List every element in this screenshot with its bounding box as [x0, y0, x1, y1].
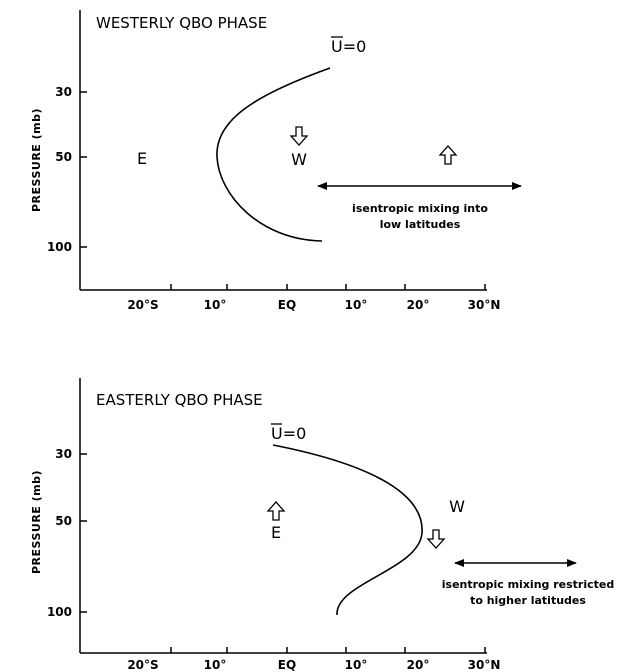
- region-label-west: W: [449, 497, 465, 516]
- x-tick-label: 30°N: [468, 298, 501, 312]
- curve-label: U=0: [271, 424, 306, 443]
- down-arrow-icon: [289, 126, 309, 146]
- y-tick-label: 100: [47, 605, 72, 619]
- y-tick-label: 30: [55, 85, 72, 99]
- y-tick-label: 50: [55, 514, 72, 528]
- x-tick-label: 20°: [407, 298, 430, 312]
- westerly-panel: 30 50 100 PRESSURE (mb) 20°S 10° EQ 10° …: [30, 10, 522, 312]
- x-tick-label: 20°S: [127, 298, 158, 312]
- y-tick-label: 50: [55, 150, 72, 164]
- y-axis-label: PRESSURE (mb): [30, 108, 43, 212]
- y-axis-label: PRESSURE (mb): [30, 470, 43, 574]
- mixing-note: isentropic mixing restricted: [442, 578, 614, 591]
- down-arrow-icon: [426, 529, 446, 549]
- x-tick-label: 20°: [407, 658, 430, 672]
- up-arrow-icon: [266, 501, 286, 521]
- x-tick-label: 10°: [345, 658, 368, 672]
- mixing-note: isentropic mixing into: [352, 202, 488, 215]
- curve-label: U=0: [331, 37, 366, 56]
- y-tick-label: 30: [55, 447, 72, 461]
- mixing-note: to higher latitudes: [470, 594, 586, 607]
- region-label-east: E: [271, 523, 281, 542]
- x-tick-label: 30°N: [468, 658, 501, 672]
- y-tick-label: 100: [47, 240, 72, 254]
- region-label-east: E: [137, 149, 147, 168]
- panel-title: EASTERLY QBO PHASE: [96, 391, 263, 409]
- x-tick-label: EQ: [278, 298, 296, 312]
- panel-title: WESTERLY QBO PHASE: [96, 14, 267, 32]
- mixing-note: low latitudes: [380, 218, 461, 231]
- x-tick-label: EQ: [278, 658, 296, 672]
- easterly-panel: 30 50 100 PRESSURE (mb) 20°S 10° EQ 10° …: [30, 378, 614, 672]
- region-label-west: W: [291, 150, 307, 169]
- zero-wind-curve: [272, 444, 423, 616]
- zero-wind-curve: [216, 67, 331, 242]
- x-tick-label: 10°: [204, 658, 227, 672]
- up-arrow-icon: [438, 145, 458, 165]
- x-tick-label: 10°: [204, 298, 227, 312]
- x-tick-label: 20°S: [127, 658, 158, 672]
- x-tick-label: 10°: [345, 298, 368, 312]
